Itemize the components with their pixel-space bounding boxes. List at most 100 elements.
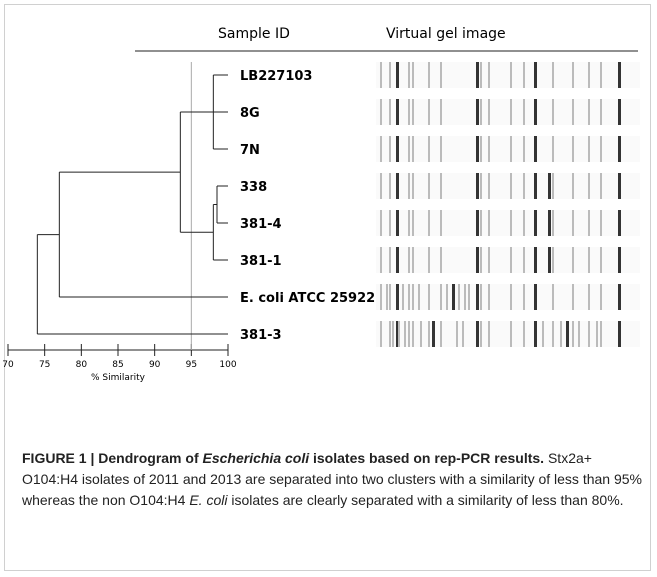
gel-band <box>600 173 602 199</box>
gel-band <box>523 210 525 236</box>
gel-band <box>488 321 490 347</box>
gel-band <box>476 62 479 88</box>
gel-band <box>552 62 554 88</box>
gel-band <box>510 62 512 88</box>
gel-band <box>510 136 512 162</box>
gel-band <box>396 99 399 125</box>
gel-band <box>458 284 460 310</box>
gel-band <box>618 62 621 88</box>
tick-label: 85 <box>112 360 123 370</box>
gel-band <box>396 247 399 273</box>
gel-band <box>618 284 621 310</box>
gel-band <box>408 173 410 199</box>
gel-band <box>488 62 490 88</box>
gel-band <box>534 321 537 347</box>
gel-band <box>510 173 512 199</box>
gel-band <box>552 247 554 273</box>
gel-band <box>386 284 388 310</box>
gel-band <box>572 173 574 199</box>
gel-band <box>552 99 554 125</box>
gel-band <box>480 62 482 88</box>
page: Sample ID Virtual gel image % Similarity… <box>0 0 657 577</box>
gel-band <box>588 321 590 347</box>
gel-band <box>618 136 621 162</box>
gel-band <box>428 62 430 88</box>
caption-run: isolates based on rep-PCR results. <box>309 450 544 466</box>
gel-band <box>480 210 482 236</box>
tick-label: 70 <box>2 360 14 370</box>
gel-band <box>618 321 621 347</box>
gel-band <box>440 99 442 125</box>
gel-band <box>480 99 482 125</box>
gel-band <box>452 284 455 310</box>
gel-band <box>440 284 442 310</box>
gel-band <box>408 284 410 310</box>
gel-band <box>600 321 602 347</box>
gel-band <box>389 99 391 125</box>
gel-band <box>408 210 410 236</box>
gel-band <box>588 284 590 310</box>
gel-band <box>476 284 479 310</box>
gel-band <box>476 321 479 347</box>
gel-band <box>428 247 430 273</box>
gel-band <box>412 210 414 236</box>
sample-label: E. coli ATCC 25922 <box>240 291 375 306</box>
gel-band <box>552 284 554 310</box>
gel-band <box>572 284 574 310</box>
caption-run: E. coli <box>189 492 227 508</box>
gel-band <box>542 321 544 347</box>
gel-band <box>510 284 512 310</box>
gel-band <box>552 210 554 236</box>
gel-band <box>572 321 574 347</box>
gel-band <box>412 99 414 125</box>
gel-band <box>588 247 590 273</box>
caption: FIGURE 1 | Dendrogram of Escherichia col… <box>22 448 642 511</box>
header-sample-id: Sample ID <box>218 26 290 42</box>
gel-band <box>534 210 537 236</box>
gel-band <box>380 99 382 125</box>
gel-band <box>476 247 479 273</box>
gel-band <box>464 284 466 310</box>
gel-band <box>523 99 525 125</box>
gel-band <box>476 173 479 199</box>
gel-band <box>523 321 525 347</box>
gel-band <box>440 247 442 273</box>
gel-band <box>476 136 479 162</box>
gel-band <box>488 284 490 310</box>
gel-band <box>523 284 525 310</box>
gel-band <box>389 173 391 199</box>
gel-band <box>523 136 525 162</box>
gel-band <box>428 173 430 199</box>
caption-run: Escherichia coli <box>203 450 310 466</box>
gel-band <box>560 321 562 347</box>
gel-band <box>618 210 621 236</box>
gel-band <box>523 247 525 273</box>
caption-run: isolates are clearly separated with a si… <box>227 492 623 508</box>
gel-band <box>618 247 621 273</box>
gel-band <box>572 210 574 236</box>
gel-band <box>440 210 442 236</box>
gel-band <box>412 321 414 347</box>
gel-band <box>588 173 590 199</box>
gel-band <box>488 210 490 236</box>
gel-band <box>600 99 602 125</box>
gel-band <box>440 136 442 162</box>
gel-band <box>534 247 537 273</box>
gel-band <box>510 210 512 236</box>
gel-band <box>548 210 551 236</box>
gel-band <box>572 99 574 125</box>
gel-band <box>440 62 442 88</box>
gel-band <box>412 173 414 199</box>
gel-band <box>588 136 590 162</box>
gel-band <box>468 284 470 310</box>
gel-band <box>534 99 537 125</box>
gel-band <box>456 321 458 347</box>
gel-band <box>588 210 590 236</box>
gel-band <box>480 321 482 347</box>
gel-band <box>412 284 414 310</box>
caption-run: FIGURE 1 | Dendrogram of <box>22 450 203 466</box>
sample-label: 381-1 <box>240 254 282 269</box>
gel-band <box>596 321 598 347</box>
gel-band <box>396 173 399 199</box>
gel-band <box>396 136 399 162</box>
